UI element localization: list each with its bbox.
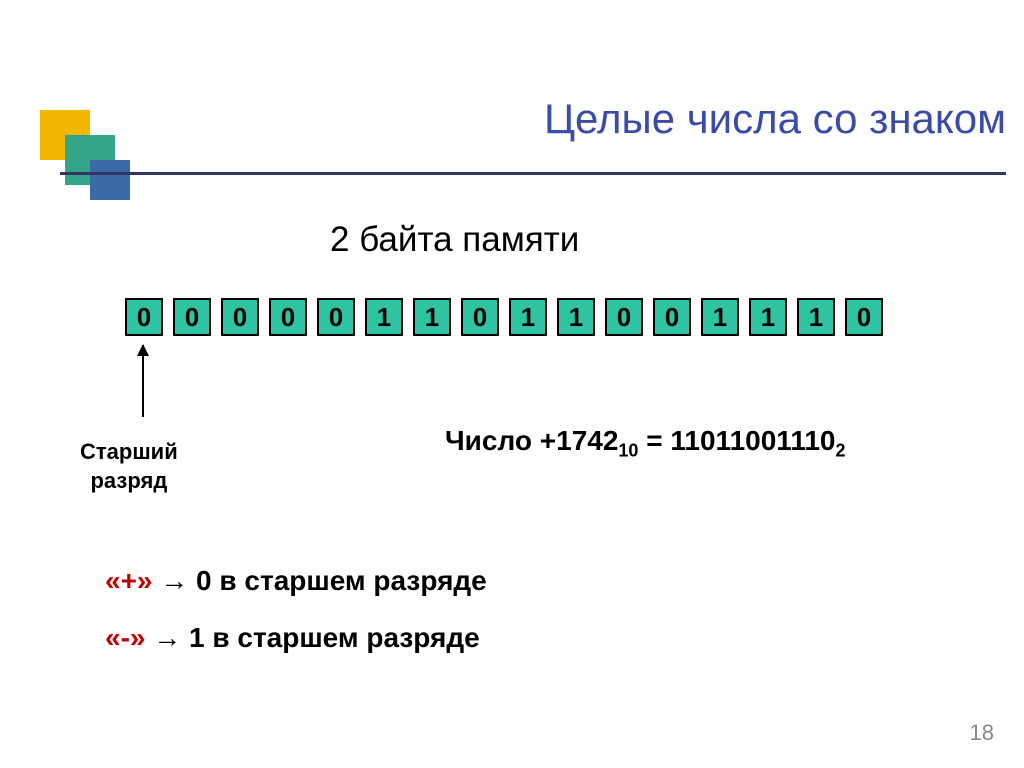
- senior-label-l1: Старший: [80, 439, 178, 464]
- num-decimal: 1742: [556, 425, 618, 456]
- num-bin-base: 2: [836, 441, 846, 461]
- title-underline: [60, 172, 1006, 175]
- bit-cell-13: 1: [749, 298, 787, 336]
- num-eq: =: [638, 425, 670, 456]
- page-number: 18: [970, 720, 994, 746]
- arrow-up: [142, 345, 144, 417]
- senior-label-l2: разряд: [90, 468, 167, 493]
- bit-cell-3: 0: [269, 298, 307, 336]
- bit-cell-5: 1: [365, 298, 403, 336]
- logo-square-blue: [90, 160, 130, 200]
- slide: Целые числа со знаком 2 байта памяти 000…: [0, 0, 1024, 768]
- bit-row: 0000011011001110: [125, 298, 883, 336]
- num-dec-base: 10: [618, 441, 638, 461]
- plus-sign: «+»: [105, 565, 153, 596]
- rule-minus: «-» → 1 в старшем разряде: [105, 622, 480, 654]
- minus-text: → 1 в старшем разряде: [145, 622, 479, 653]
- bit-cell-12: 1: [701, 298, 739, 336]
- logo: [40, 110, 130, 200]
- bit-cell-8: 1: [509, 298, 547, 336]
- num-prefix: Число +: [445, 425, 556, 456]
- bit-cell-10: 0: [605, 298, 643, 336]
- slide-title: Целые числа со знаком: [544, 95, 1006, 143]
- senior-bit-label: Старший разряд: [80, 438, 178, 495]
- bit-cell-1: 0: [173, 298, 211, 336]
- num-binary: 11011001110: [670, 425, 835, 456]
- minus-sign: «-»: [105, 622, 145, 653]
- bit-cell-2: 0: [221, 298, 259, 336]
- rule-plus: «+» → 0 в старшем разряде: [105, 565, 487, 597]
- bit-cell-15: 0: [845, 298, 883, 336]
- bit-cell-6: 1: [413, 298, 451, 336]
- bit-cell-0: 0: [125, 298, 163, 336]
- slide-subtitle: 2 байта памяти: [330, 220, 579, 260]
- bit-cell-14: 1: [797, 298, 835, 336]
- number-equation: Число +174210 = 110110011102: [445, 425, 846, 462]
- bit-cell-9: 1: [557, 298, 595, 336]
- bit-cell-7: 0: [461, 298, 499, 336]
- plus-text: → 0 в старшем разряде: [153, 565, 487, 596]
- bit-cell-11: 0: [653, 298, 691, 336]
- bit-cell-4: 0: [317, 298, 355, 336]
